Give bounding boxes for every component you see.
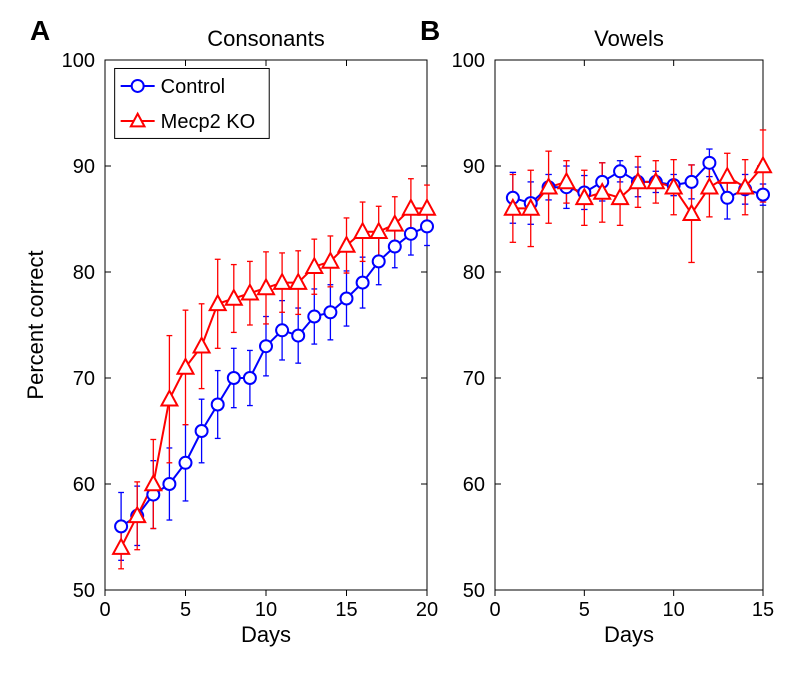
figure-svg: AConsonants051015205060708090100DaysPerc… bbox=[0, 0, 800, 679]
ytick-label: 60 bbox=[73, 474, 95, 496]
xtick-label: 15 bbox=[752, 599, 774, 621]
ytick-label: 100 bbox=[452, 50, 485, 72]
figure-container: { "figure": { "width": 800, "height": 67… bbox=[0, 0, 800, 679]
panel-letter-A: A bbox=[30, 15, 50, 46]
xtick-label: 20 bbox=[416, 599, 438, 621]
ytick-label: 70 bbox=[463, 368, 485, 390]
panel-letter-B: B bbox=[420, 15, 440, 46]
xtick-label: 0 bbox=[489, 599, 500, 621]
xtick-label: 10 bbox=[255, 599, 277, 621]
panel-A: A Consonants 0 5 10 15 20 50 60 70 80 90 100 Days Perc… bbox=[23, 15, 438, 647]
panel-title-A: Consonants bbox=[207, 26, 324, 51]
xtick-label: 0 bbox=[99, 599, 110, 621]
xtick-label: 10 bbox=[663, 599, 685, 621]
ytick-label: 90 bbox=[463, 156, 485, 178]
legend-label: Control bbox=[161, 76, 225, 98]
axis-box bbox=[495, 60, 763, 590]
xtick-label: 5 bbox=[579, 599, 590, 621]
panel-title-B: Vowels bbox=[594, 26, 664, 51]
ytick-label: 70 bbox=[73, 368, 95, 390]
panel-B: B Vowels 0 5 10 15 50 60 70 80 90 100 Days bbox=[420, 15, 774, 647]
ytick-label: 50 bbox=[463, 580, 485, 602]
ytick-label: 100 bbox=[62, 50, 95, 72]
ytick-label: 90 bbox=[73, 156, 95, 178]
series-markers-Control bbox=[115, 220, 433, 532]
xtick-label: 15 bbox=[335, 599, 357, 621]
ytick-label: 60 bbox=[463, 474, 485, 496]
legend-label: Mecp2 KO bbox=[161, 111, 255, 133]
x-axis-title: Days bbox=[604, 622, 654, 647]
ytick-label: 80 bbox=[73, 262, 95, 284]
ytick-label: 80 bbox=[463, 262, 485, 284]
xtick-label: 5 bbox=[180, 599, 191, 621]
x-axis-title: Days bbox=[241, 622, 291, 647]
legend: Control Mecp2 KO bbox=[115, 68, 270, 138]
ytick-label: 50 bbox=[73, 580, 95, 602]
y-axis-title: Percent correct bbox=[23, 250, 48, 399]
